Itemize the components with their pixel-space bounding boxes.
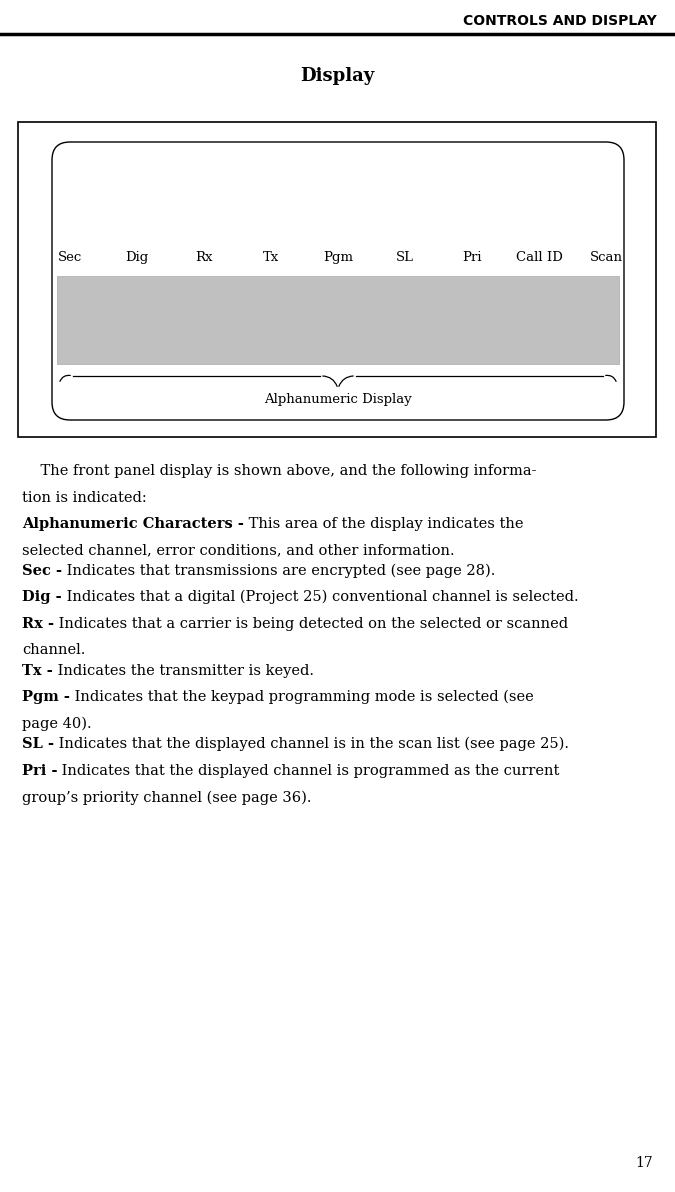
Bar (57, 277, 619, 364)
Text: Tx -: Tx - (22, 664, 53, 678)
Text: Scan: Scan (589, 252, 622, 263)
Text: group’s priority channel (see page 36).: group’s priority channel (see page 36). (22, 790, 311, 805)
Text: SL -: SL - (22, 737, 54, 751)
Text: Indicates that the displayed channel is in the scan list (see page 25).: Indicates that the displayed channel is … (54, 737, 569, 751)
Text: Indicates that the displayed channel is programmed as the current: Indicates that the displayed channel is … (57, 764, 560, 778)
Text: channel.: channel. (22, 644, 85, 658)
Text: Pgm: Pgm (323, 252, 353, 263)
Text: Dig: Dig (126, 252, 148, 263)
Text: 17: 17 (635, 1156, 653, 1171)
Text: Indicates that a carrier is being detected on the selected or scanned: Indicates that a carrier is being detect… (54, 617, 568, 631)
Text: Sec: Sec (58, 252, 82, 263)
Text: Indicates that a digital (Project 25) conventional channel is selected.: Indicates that a digital (Project 25) co… (61, 590, 578, 604)
FancyBboxPatch shape (52, 142, 624, 420)
Text: selected channel, error conditions, and other information.: selected channel, error conditions, and … (22, 544, 455, 558)
Text: Pri -: Pri - (22, 764, 57, 778)
Text: Indicates that transmissions are encrypted (see page 28).: Indicates that transmissions are encrypt… (62, 564, 495, 578)
Text: Dig -: Dig - (22, 590, 61, 604)
Bar (18, 122, 656, 437)
Text: CONTROLS AND DISPLAY: CONTROLS AND DISPLAY (463, 14, 657, 27)
Text: Alphanumeric Display: Alphanumeric Display (264, 393, 412, 406)
Text: SL: SL (396, 252, 414, 263)
Text: Pri: Pri (462, 252, 482, 263)
Text: This area of the display indicates the: This area of the display indicates the (244, 517, 523, 530)
Text: The front panel display is shown above, and the following informa-: The front panel display is shown above, … (22, 464, 537, 478)
Text: Indicates that the keypad programming mode is selected (see: Indicates that the keypad programming mo… (70, 690, 534, 704)
Text: page 40).: page 40). (22, 716, 92, 731)
Text: Pgm -: Pgm - (22, 690, 70, 704)
Text: Call ID: Call ID (516, 252, 562, 263)
Text: Sec -: Sec - (22, 564, 62, 578)
Text: Alphanumeric Characters -: Alphanumeric Characters - (22, 517, 244, 530)
Text: Rx -: Rx - (22, 617, 54, 631)
Text: Tx: Tx (263, 252, 279, 263)
Text: Indicates the transmitter is keyed.: Indicates the transmitter is keyed. (53, 664, 314, 678)
Text: tion is indicated:: tion is indicated: (22, 490, 146, 504)
Text: Rx: Rx (195, 252, 213, 263)
Text: Display: Display (300, 67, 375, 85)
